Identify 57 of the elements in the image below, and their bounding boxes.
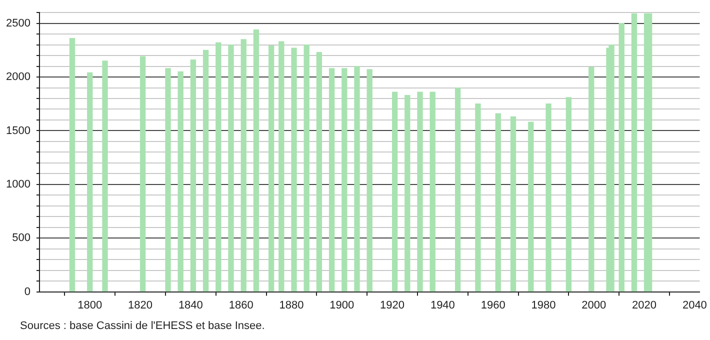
bar	[430, 92, 436, 292]
x-tick-label: 1800	[78, 299, 102, 312]
y-tick-label: 0	[24, 286, 30, 298]
y-tick-label: 2500	[6, 17, 30, 30]
y-tick-label: 2000	[6, 71, 30, 84]
x-tick-label: 1820	[128, 299, 153, 312]
bar	[69, 38, 76, 292]
bar	[510, 116, 516, 292]
x-tick-label: 1900	[330, 299, 354, 312]
bar	[646, 13, 652, 292]
bar	[495, 113, 501, 292]
x-tick-label: 1840	[178, 299, 203, 312]
bar	[165, 68, 171, 292]
bar	[354, 66, 360, 292]
x-tick-label: 1880	[279, 299, 304, 312]
bar	[87, 72, 93, 292]
x-tick-label: 1940	[430, 299, 455, 312]
bar	[178, 71, 184, 292]
bar	[316, 52, 322, 292]
bar	[278, 41, 284, 292]
bar	[475, 104, 481, 292]
bar	[588, 67, 594, 292]
bar	[228, 44, 234, 292]
bar	[268, 46, 274, 292]
x-tick-label: 2000	[582, 299, 606, 312]
bar	[253, 29, 260, 292]
bar	[618, 23, 624, 292]
bar	[304, 44, 310, 292]
bar	[366, 69, 372, 292]
bar	[102, 60, 108, 292]
bar	[566, 97, 572, 292]
bar	[342, 68, 348, 292]
source-note: Sources : base Cassini de l'EHESS et base Insee.	[20, 320, 265, 332]
bar	[404, 94, 410, 292]
bar	[608, 44, 614, 292]
x-tick-label: 1860	[228, 299, 254, 312]
y-tick-label: 1500	[6, 124, 30, 137]
bar	[240, 39, 246, 292]
bar	[392, 92, 398, 292]
x-tick-label: 2040	[682, 299, 707, 312]
bar	[202, 50, 209, 292]
x-tick-label: 1920	[380, 299, 405, 312]
bar	[328, 68, 335, 292]
y-tick-label: 1000	[6, 178, 30, 190]
bar	[631, 13, 638, 292]
y-tick-label: 500	[12, 232, 30, 244]
bar	[291, 48, 297, 292]
bar	[190, 60, 196, 292]
bar	[528, 122, 534, 292]
bar	[216, 42, 222, 292]
x-tick-label: 2020	[632, 299, 657, 312]
bar	[546, 104, 552, 292]
bar	[454, 87, 461, 292]
bar	[417, 92, 423, 292]
x-tick-label: 1980	[531, 299, 556, 312]
bar	[140, 56, 146, 292]
x-tick-label: 1960	[480, 299, 506, 312]
